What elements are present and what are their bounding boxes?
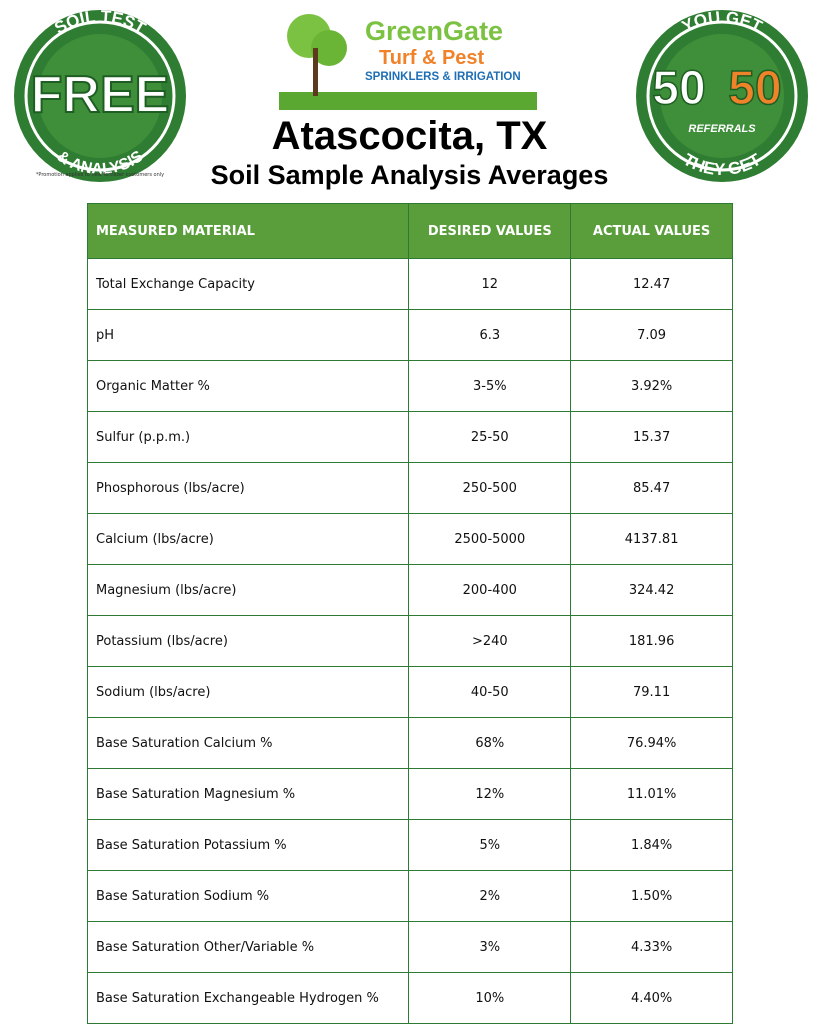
table-cell: 85.47: [570, 462, 733, 514]
logo-line3: SPRINKLERS & IRRIGATION: [365, 71, 521, 83]
table-cell: 4.33%: [570, 921, 733, 973]
table-cell: 2500-5000: [408, 513, 572, 565]
table-cell: pH: [86, 309, 410, 361]
subtitle: Soil Sample Analysis Averages: [210, 160, 609, 190]
table-cell: 1.50%: [570, 870, 733, 922]
table-cell: 25-50: [408, 411, 572, 463]
logo-art: GreenGate Turf & Pest SPRINKLERS & IRRIG…: [279, 14, 537, 110]
table-header-row: MEASURED MATERIAL DESIRED VALUES ACTUAL VA…: [86, 203, 733, 259]
logo-grass: [279, 92, 537, 110]
logo-trunk: [313, 48, 318, 96]
table-row: Base Saturation Other/Variable % 3% 4.33%: [86, 921, 733, 973]
table-cell: Base Saturation Sodium %: [86, 870, 410, 922]
table-cell: 76.94%: [570, 717, 733, 769]
logo-name-part: Green: [365, 16, 443, 46]
table-cell: Sulfur (p.p.m.): [86, 411, 410, 463]
badge-center: [660, 34, 784, 158]
badge-inner-ring: [646, 20, 798, 172]
logo-line2: Turf & Pest: [379, 47, 485, 69]
table-cell: 324.42: [570, 564, 733, 616]
table-row: Magnesium (lbs/acre) 200-400 324.42: [86, 564, 733, 616]
table-row: Calcium (lbs/acre) 2500-5000 4137.81: [86, 513, 733, 565]
table-cell: Base Saturation Exchangeable Hydrogen %: [86, 972, 410, 1024]
table-row: Base Saturation Calcium % 68% 76.94%: [86, 717, 733, 769]
badge-inner-ring: [24, 20, 176, 172]
table-row: Base Saturation Magnesium % 12% 11.01%: [86, 768, 733, 820]
table-row: Base Saturation Potassium % 5% 1.84%: [86, 819, 733, 871]
referral-badge: YOU GET 50 50 REFERRALS THEY GET: [636, 8, 808, 182]
logo-name-part: Gate: [443, 16, 503, 46]
header-cell: MEASURED MATERIAL: [86, 203, 410, 259]
table-cell: Base Saturation Potassium %: [86, 819, 410, 871]
table-cell: 40-50: [408, 666, 572, 718]
table-cell: 12%: [408, 768, 572, 820]
table-cell: Base Saturation Magnesium %: [86, 768, 410, 820]
table-cell: 4137.81: [570, 513, 733, 565]
badge-number-left: 50: [652, 62, 705, 115]
table-cell: Sodium (lbs/acre): [86, 666, 410, 718]
table-row: pH 6.3 7.09: [86, 309, 733, 361]
table-cell: 12: [408, 258, 572, 310]
table-cell: >240: [408, 615, 572, 667]
table-row: Potassium (lbs/acre) >240 181.96: [86, 615, 733, 667]
table-cell: Organic Matter %: [86, 360, 410, 412]
table-cell: 7.09: [570, 309, 733, 361]
table-cell: 3.92%: [570, 360, 733, 412]
header-cell: DESIRED VALUES: [408, 203, 572, 259]
badge-note: *Promotion applies to new fertilizer cus…: [36, 172, 164, 178]
table-cell: 11.01%: [570, 768, 733, 820]
header-cell: ACTUAL VALUES: [570, 203, 733, 259]
table-cell: Calcium (lbs/acre): [86, 513, 410, 565]
table-cell: 79.11: [570, 666, 733, 718]
table-cell: Base Saturation Calcium %: [86, 717, 410, 769]
table-cell: 5%: [408, 819, 572, 871]
logo: GreenGate Turf & Pest SPRINKLERS & IRRIG…: [279, 8, 537, 110]
badge-center: [38, 34, 162, 158]
table-row: Phosphorous (lbs/acre) 250-500 85.47: [86, 462, 733, 514]
table-cell: 3%: [408, 921, 572, 973]
table-cell: 4.40%: [570, 972, 733, 1024]
table-cell: 68%: [408, 717, 572, 769]
table-cell: 6.3: [408, 309, 572, 361]
soil-table: MEASURED MATERIAL DESIRED VALUES ACTUAL VA…: [86, 203, 733, 1024]
table-cell: Base Saturation Other/Variable %: [86, 921, 410, 973]
table-cell: 15.37: [570, 411, 733, 463]
table-cell: Magnesium (lbs/acre): [86, 564, 410, 616]
table-row: Organic Matter % 3-5% 3.92%: [86, 360, 733, 412]
table-row: Sulfur (p.p.m.) 25-50 15.37: [86, 411, 733, 463]
free-soil-test-badge: SOIL TEST FREE & ANALYSIS *Promotion app…: [14, 7, 186, 182]
table-cell: 1.84%: [570, 819, 733, 871]
badge-main-text: FREE: [31, 66, 170, 124]
table-row: Base Saturation Exchangeable Hydrogen % 1…: [86, 972, 733, 1024]
table-cell: 181.96: [570, 615, 733, 667]
table-cell: 250-500: [408, 462, 572, 514]
table-body: Total Exchange Capacity 12 12.47 pH 6.3 7.09 O…: [86, 258, 733, 1024]
title: Atascocita, TX: [271, 114, 548, 158]
table-cell: 2%: [408, 870, 572, 922]
table-cell: 12.47: [570, 258, 733, 310]
badge-number-right: 50: [728, 62, 781, 115]
table-cell: Potassium (lbs/acre): [86, 615, 410, 667]
logo-tree: [311, 30, 347, 66]
logo-name: GreenGate: [365, 16, 503, 46]
table-row: Base Saturation Sodium % 2% 1.50%: [86, 870, 733, 922]
table-cell: Total Exchange Capacity: [86, 258, 410, 310]
table-row: Total Exchange Capacity 12 12.47: [86, 258, 733, 310]
table-cell: 200-400: [408, 564, 572, 616]
table-cell: 10%: [408, 972, 572, 1024]
badge-middle-text: REFERRALS: [688, 123, 756, 135]
table-row: Sodium (lbs/acre) 40-50 79.11: [86, 666, 733, 718]
table-cell: 3-5%: [408, 360, 572, 412]
table-cell: Phosphorous (lbs/acre): [86, 462, 410, 514]
